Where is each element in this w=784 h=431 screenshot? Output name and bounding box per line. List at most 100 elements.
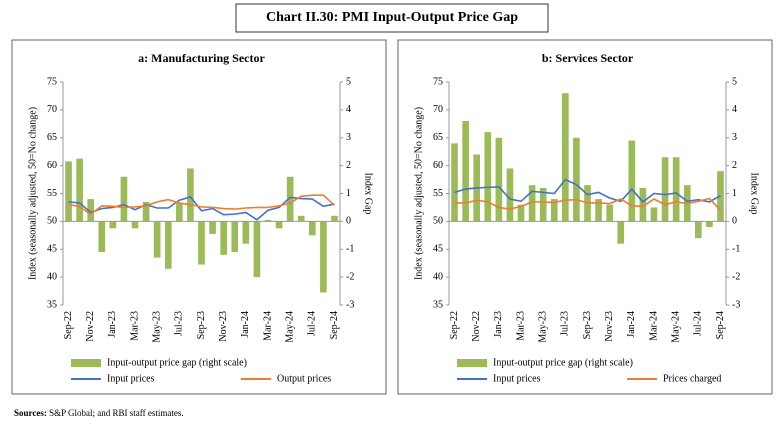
y2-tick-label: 0 [346,216,351,227]
bar [120,176,128,222]
y-tick-label: 65 [47,132,57,143]
legend-label: Prices charged [663,373,721,384]
legend-label: Input prices [493,373,541,384]
chart-title: Chart II.30: PMI Input-Output Price Gap [266,10,518,25]
y2-tick-label: 3 [346,132,351,143]
bar [164,221,172,269]
bar [606,204,613,222]
bar [264,219,272,222]
bar [528,185,536,222]
panel-frame [397,39,773,395]
y2-tick-label: -3 [732,299,740,310]
y-tick-label: 60 [47,160,57,171]
bar [573,137,580,222]
legend-label: Input prices [107,373,155,384]
x-tick-label: Mar-24 [262,311,273,341]
x-tick-label: Nov-22 [85,311,96,342]
line [68,194,335,216]
bar [142,201,150,222]
bar [517,204,525,222]
legend-swatch [457,359,487,367]
y-tick-label: 65 [433,132,443,143]
bar [628,140,636,222]
title-box [235,3,549,33]
bar [462,121,469,222]
bar [220,221,227,255]
x-tick-label: Jul-23 [174,311,185,336]
y-tick-label: 60 [433,160,443,171]
source-label: Sources: [14,408,47,418]
legend-swatch [71,359,101,367]
source-text: S&P Global; and RBI staff estimates. [49,408,184,418]
x-tick-label: Sep-22 [63,311,74,339]
bar [187,168,194,222]
bar [87,199,95,222]
bar [562,93,569,222]
source: Sources: S&P Global; and RBI staff estim… [14,408,184,418]
bar [198,221,205,265]
x-tick-label: Nov-22 [471,311,482,342]
bar [661,157,669,222]
bar [451,143,458,222]
bar [595,199,602,222]
panel-frame [11,39,387,395]
x-tick-label: May-24 [284,311,295,343]
y2-tick-label: 1 [346,188,351,199]
x-tick-label: Nov-23 [604,311,615,342]
bar [286,176,294,222]
line [68,195,335,221]
y2-tick-label: -1 [732,244,740,255]
x-tick-label: Sep-23 [196,311,207,339]
bar [131,221,139,229]
bar [550,199,558,222]
bar [109,221,117,229]
bar [639,187,647,222]
y-tick-label: 40 [47,271,57,282]
y-axis-label: Index (seasonally adjusted, 50=No change… [413,107,424,280]
x-tick-label: Sep-23 [582,311,593,339]
x-tick-label: Mar-23 [515,311,526,341]
x-tick-label: May-23 [151,311,162,343]
y2-tick-label: 1 [732,188,737,199]
x-tick-label: Jul-24 [307,311,318,336]
y-tick-label: 45 [47,244,57,255]
x-tick-label: May-24 [670,311,681,343]
y2-tick-label: 2 [346,160,351,171]
x-tick-label: Jan-23 [493,311,504,338]
y2-tick-label: 0 [732,216,737,227]
x-tick-label: Mar-23 [129,311,140,341]
y-tick-label: 70 [433,104,443,115]
bar [231,221,239,253]
bar [275,221,283,229]
bar [76,158,83,222]
line [454,197,722,211]
x-tick-label: Nov-23 [218,311,229,342]
y2-tick-label: 4 [732,104,737,115]
bar [331,215,338,222]
bar [176,203,183,222]
x-tick-label: Mar-24 [648,311,659,341]
x-tick-label: Sep-24 [329,311,340,339]
x-tick-label: Sep-24 [715,311,726,339]
x-tick-label: Jan-24 [240,311,251,338]
bar [320,221,327,293]
x-tick-label: May-23 [537,311,548,343]
y-axis-label: Index (seasonally adjusted, 50=No change… [27,107,38,280]
bar [650,207,658,222]
y-tick-label: 50 [433,216,443,227]
bar [297,215,305,222]
y2-tick-label: -2 [346,271,354,282]
y-tick-label: 45 [433,244,443,255]
y-tick-label: 35 [47,299,57,310]
y2-tick-label: 2 [732,160,737,171]
x-tick-label: Jan-24 [626,311,637,338]
legend-label: Output prices [277,373,331,384]
x-tick-label: Jan-23 [107,311,118,338]
bar [617,221,625,244]
y2-tick-label: 5 [732,76,737,87]
y-tick-label: 55 [47,188,57,199]
bar [694,221,702,239]
panel-title: b: Services Sector [542,51,634,65]
x-tick-label: Sep-22 [449,311,460,339]
